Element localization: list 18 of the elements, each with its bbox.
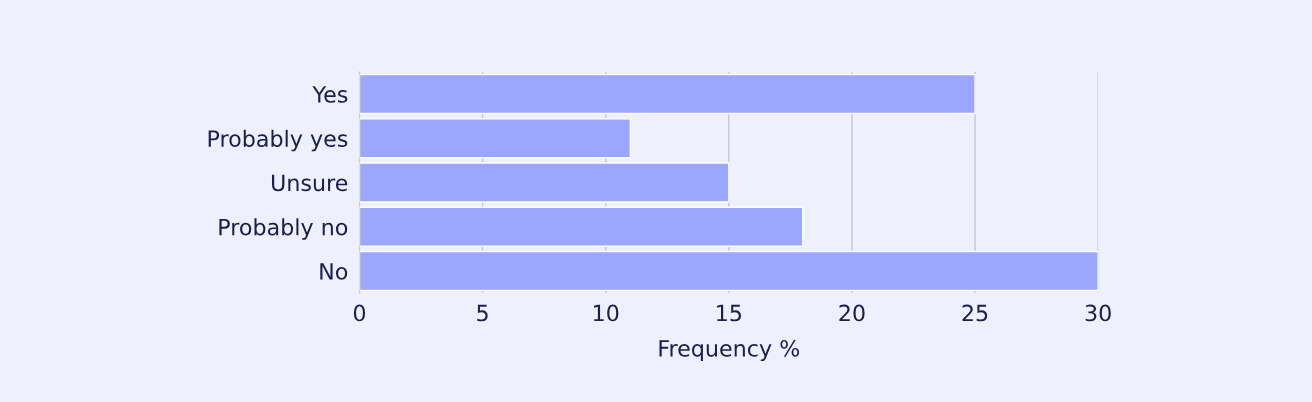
- y-tick-label: No: [320, 263, 348, 280]
- y-tick-label: Yes: [312, 86, 348, 103]
- x-tick-label: 30: [1085, 304, 1111, 322]
- bar: [359, 162, 730, 203]
- y-tick-label: Probably no: [219, 218, 348, 240]
- x-tick-label: 25: [962, 304, 988, 322]
- x-tick-label: 10: [594, 304, 619, 322]
- bar: [359, 73, 976, 115]
- x-tick-label: 0: [353, 304, 366, 322]
- bar: [359, 118, 632, 159]
- x-tick-label: 5: [477, 304, 488, 322]
- y-tick-label: Probably yes: [208, 129, 348, 152]
- x-tick-label: 15: [717, 304, 742, 322]
- x-tick-label: 20: [839, 304, 865, 322]
- bar: [359, 250, 1099, 292]
- bar: [359, 206, 804, 247]
- y-tick-label: Unsure: [271, 174, 348, 192]
- x-axis-title: Frequency %: [659, 339, 800, 362]
